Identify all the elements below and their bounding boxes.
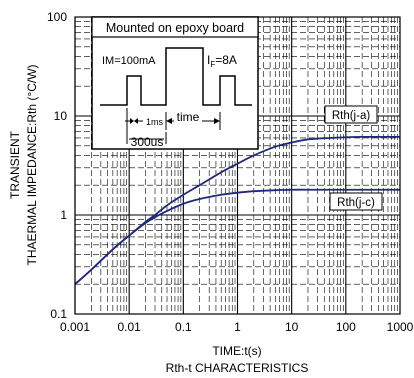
inset-time-bg bbox=[174, 110, 202, 124]
series-labels: Rth(j-a) Rth(j-c) bbox=[324, 105, 383, 211]
series-label-box bbox=[329, 192, 383, 211]
x-tick-label: 100 bbox=[336, 320, 356, 334]
y-tick-label: 0.1 bbox=[50, 307, 67, 321]
plot-frame bbox=[74, 16, 401, 315]
series-label: Rth(j-a) bbox=[332, 110, 371, 122]
series-line-rth-j-c- bbox=[74, 188, 400, 285]
x-tick-label: 0.01 bbox=[117, 320, 141, 334]
axis-labels: TIME:t(s) Rth-t CHARACTERISTICS TRANSIENT T… bbox=[8, 64, 308, 375]
inset-waveform: Mounted on epoxy board IM=100mA IF=8A 1ms ti… bbox=[91, 16, 259, 149]
x-tick-label: 0.1 bbox=[175, 320, 192, 334]
x-tick-label: 10 bbox=[285, 320, 299, 334]
inset-1ms-label: 1ms bbox=[146, 117, 164, 127]
inset-if-label: IF=8A bbox=[207, 53, 237, 69]
y-axis-label-line2: THAERMAL IMPEDANCE:Rth (°C/W) bbox=[25, 64, 39, 265]
series-label-box bbox=[324, 105, 378, 124]
x-axis-label: TIME:t(s) bbox=[212, 344, 261, 358]
series-label: Rth(j-c) bbox=[337, 197, 375, 209]
inset-title: Mounted on epoxy board bbox=[106, 21, 244, 35]
x-tick-label: 1000 bbox=[387, 320, 414, 334]
inset-arrowhead bbox=[130, 118, 134, 124]
series-group bbox=[74, 135, 400, 285]
inset-box bbox=[91, 16, 259, 150]
inset-arrowhead bbox=[166, 118, 172, 124]
inset-time-label: time bbox=[177, 110, 200, 124]
y-tick-label: 100 bbox=[47, 10, 67, 24]
tick-labels: 0.001 0.01 0.1 1 10 100 1000 100 10 1 0.1 bbox=[47, 10, 414, 334]
y-axis-label-line1: TRANSIENT bbox=[8, 130, 22, 199]
inset-waveform-path bbox=[100, 47, 252, 106]
y-tick-label: 1 bbox=[60, 208, 67, 222]
x-tick-label: 0.001 bbox=[60, 320, 90, 334]
inset-300us-label: 300us bbox=[131, 135, 164, 149]
x-tick-label: 1 bbox=[234, 320, 241, 334]
inset-arrowhead bbox=[214, 118, 220, 124]
inset-arrowhead bbox=[134, 118, 138, 124]
inset-im-label: IM=100mA bbox=[102, 55, 156, 67]
y-tick-label: 10 bbox=[54, 109, 68, 123]
chart-title: Rth-t CHARACTERISTICS bbox=[166, 361, 309, 375]
